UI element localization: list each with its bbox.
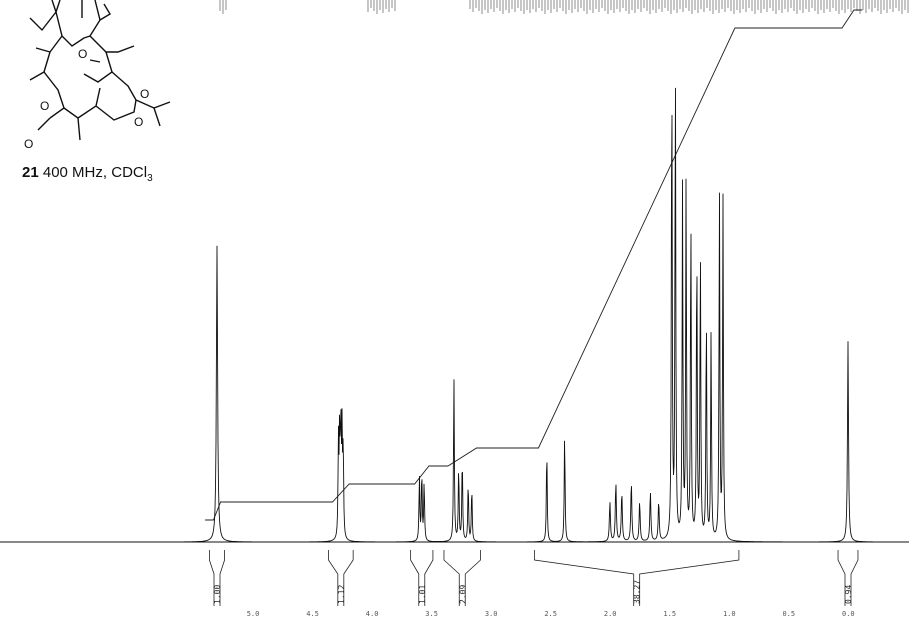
top-label-ticks (219, 0, 909, 14)
axis-tick-label: 2.0 (604, 610, 617, 618)
axis-tick-label: 3.5 (425, 610, 438, 618)
peak-markers (217, 50, 848, 502)
axis-tick-label: 0.0 (842, 610, 855, 618)
integral-label: 1.00 (213, 585, 222, 604)
axis-tick-label: 5.0 (247, 610, 260, 618)
integral-bracket (837, 550, 859, 606)
peak-label-marks (219, 0, 909, 14)
integral-bracket (534, 550, 740, 606)
axis-tick-label: 1.5 (663, 610, 676, 618)
spectrum-caption: 21 400 MHz, CDCl3 (22, 164, 153, 184)
integral-label: 1.12 (337, 585, 346, 604)
integral-regions: 1.00 1.12 1.01 2.09 38.27 0.94 (209, 550, 859, 606)
axis-tick-label: 2.5 (544, 610, 557, 618)
molecule-structure-drawing (29, 0, 171, 141)
spectrometer-frequency: 400 MHz, (42, 164, 108, 181)
structure-atom-labels: O O O O O (24, 47, 149, 151)
atom-o-acetonide-2: O (134, 115, 143, 129)
atom-o-carbonyl: O (24, 137, 33, 151)
integral-4: 38.27 (534, 550, 740, 606)
integral-label: 38.27 (633, 580, 642, 604)
atom-o-acetonide-1: O (140, 87, 149, 101)
spectrum-trace (0, 87, 909, 543)
integral-bracket (443, 550, 481, 606)
integration-curve (205, 9, 863, 521)
integral-0: 1.00 (209, 550, 225, 606)
axis-tick-label: 4.5 (306, 610, 319, 618)
solvent: CDCl (111, 164, 148, 181)
axis-tick-label: 0.5 (782, 610, 795, 618)
atom-o-ring: O (78, 47, 87, 61)
integral-3: 2.09 (443, 550, 481, 606)
integral-1: 1.12 (328, 550, 354, 606)
axis-tick-label: 4.0 (366, 610, 379, 618)
integral-bracket (209, 550, 225, 606)
solvent-subscript: 3 (147, 173, 153, 184)
integral-label: 0.94 (844, 585, 853, 604)
integral-label: 1.01 (418, 585, 427, 604)
compound-number: 21 (22, 164, 39, 181)
integral-2: 1.01 (410, 550, 434, 606)
integral-bracket (410, 550, 434, 606)
ppm-axis: 5.0 4.5 4.0 3.5 3.0 2.5 2.0 1.5 1.0 0.5 0.0 (247, 610, 855, 618)
integral-label: 2.09 (458, 585, 467, 604)
integral-5: 0.94 (837, 550, 859, 606)
atom-o-ester: O (40, 99, 49, 113)
axis-tick-label: 1.0 (723, 610, 736, 618)
axis-tick-label: 3.0 (485, 610, 498, 618)
integral-bracket (328, 550, 354, 606)
